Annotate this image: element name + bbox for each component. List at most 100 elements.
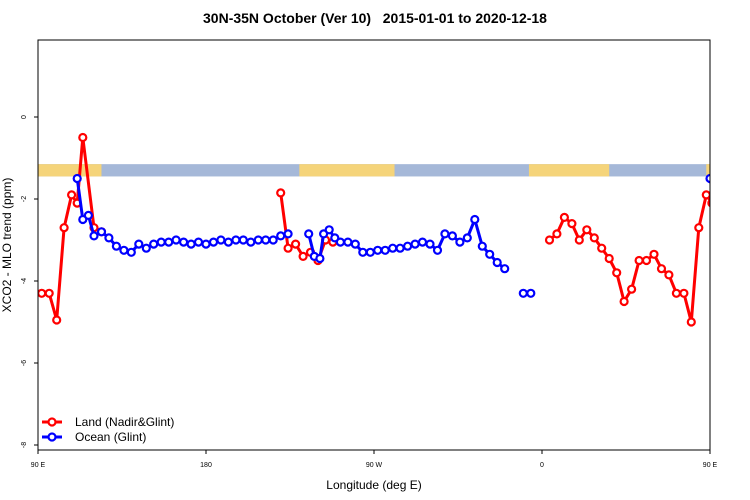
- land-point: [574, 235, 584, 245]
- ocean-point: [335, 237, 345, 247]
- land-ocean-band: [38, 164, 710, 177]
- ocean-point: [410, 239, 420, 249]
- ocean-point: [350, 239, 360, 249]
- ocean-point: [725, 232, 732, 239]
- ocean-point: [470, 214, 480, 225]
- ocean-point: [477, 241, 487, 251]
- ocean-point: [193, 237, 204, 247]
- land-point: [567, 219, 577, 229]
- series-ocean: [72, 173, 747, 298]
- land-point: [707, 198, 710, 208]
- land-point: [686, 317, 696, 327]
- land-point: [733, 228, 740, 235]
- land-point: [634, 255, 644, 266]
- ocean-point: [417, 237, 428, 247]
- ocean-point: [324, 225, 334, 235]
- ocean-point: [455, 237, 465, 247]
- y-axis: 0 -2 -4 -6 -8: [21, 115, 38, 448]
- series-layer: [38, 132, 747, 327]
- ocean-point: [343, 237, 353, 247]
- land-point: [552, 229, 562, 239]
- land-point: [544, 235, 555, 245]
- y-tick-label: -6: [21, 360, 28, 366]
- ocean-point: [380, 245, 390, 255]
- y-tick-label: -4: [21, 278, 28, 284]
- land-point: [641, 255, 652, 266]
- land-point: [649, 249, 659, 259]
- land-band-segment: [38, 164, 102, 177]
- chart-title: 30N-35N October (Ver 10) 2015-01-01 to 2…: [203, 10, 547, 26]
- land-point: [52, 315, 62, 325]
- ocean-point: [500, 264, 510, 274]
- x-tick-label: 90 W: [366, 462, 383, 469]
- land-band-segment: [528, 164, 610, 177]
- legend: Land (Nadir&Glint) Ocean (Glint): [42, 415, 174, 444]
- legend-land-marker: [47, 417, 57, 427]
- ocean-point: [492, 257, 502, 268]
- legend-ocean-label: Ocean (Glint): [75, 430, 146, 444]
- ocean-point: [164, 237, 174, 247]
- ocean-point: [403, 241, 413, 251]
- land-point: [66, 190, 77, 200]
- ocean-point: [238, 235, 248, 245]
- land-point: [664, 270, 674, 280]
- land-point: [714, 134, 721, 141]
- ocean-point: [72, 173, 82, 184]
- ocean-point: [526, 288, 536, 298]
- ocean-point: [149, 239, 159, 249]
- ocean-point: [440, 229, 450, 239]
- land-point: [559, 212, 570, 222]
- ocean-point: [388, 243, 398, 253]
- ocean-point: [89, 231, 99, 241]
- ocean-point: [447, 231, 457, 241]
- land-point: [619, 296, 629, 307]
- ocean-point: [720, 212, 727, 219]
- x-axis: 90 E 180 90 W 0 90 E: [31, 450, 718, 469]
- legend-land-label: Land (Nadir&Glint): [75, 415, 174, 429]
- ocean-point: [126, 247, 136, 257]
- land-point: [589, 233, 599, 243]
- ocean-point: [156, 237, 166, 247]
- land-point: [671, 288, 682, 298]
- ocean-point: [186, 239, 196, 249]
- ocean-point: [365, 247, 375, 257]
- ocean-point: [358, 247, 368, 257]
- ocean-point: [208, 237, 219, 247]
- ocean-point: [141, 243, 151, 253]
- land-point: [44, 288, 54, 298]
- ocean-point: [268, 235, 278, 245]
- ocean-point: [171, 235, 181, 245]
- land-point: [604, 253, 614, 264]
- land-point: [38, 288, 47, 298]
- x-tick-label: 0: [540, 462, 544, 469]
- land-band-segment: [706, 164, 710, 177]
- land-point: [291, 239, 301, 249]
- ocean-point: [276, 231, 286, 241]
- land-point: [694, 223, 704, 233]
- ocean-point: [283, 229, 293, 239]
- ocean-point: [395, 243, 405, 253]
- ocean-point: [432, 245, 443, 255]
- ocean-point: [201, 239, 211, 249]
- ocean-point: [315, 253, 325, 264]
- ocean-point: [462, 233, 472, 243]
- ocean-point: [231, 235, 241, 245]
- land-point: [283, 243, 293, 253]
- ocean-point: [216, 235, 226, 245]
- ocean-point: [373, 245, 383, 255]
- ocean-point: [733, 228, 740, 235]
- land-point: [701, 190, 710, 200]
- ocean-point: [705, 173, 710, 184]
- legend-ocean-marker: [47, 432, 57, 442]
- land-point: [59, 223, 69, 233]
- ocean-point: [96, 227, 107, 237]
- land-point: [679, 288, 689, 298]
- ocean-point: [83, 210, 94, 220]
- ocean-point: [246, 237, 256, 247]
- ocean-point: [179, 237, 189, 247]
- y-axis-title: XCO2 - MLO trend (ppm): [0, 178, 14, 313]
- ocean-point: [740, 234, 747, 241]
- y-tick-label: -2: [21, 196, 28, 202]
- ocean-point: [485, 249, 495, 259]
